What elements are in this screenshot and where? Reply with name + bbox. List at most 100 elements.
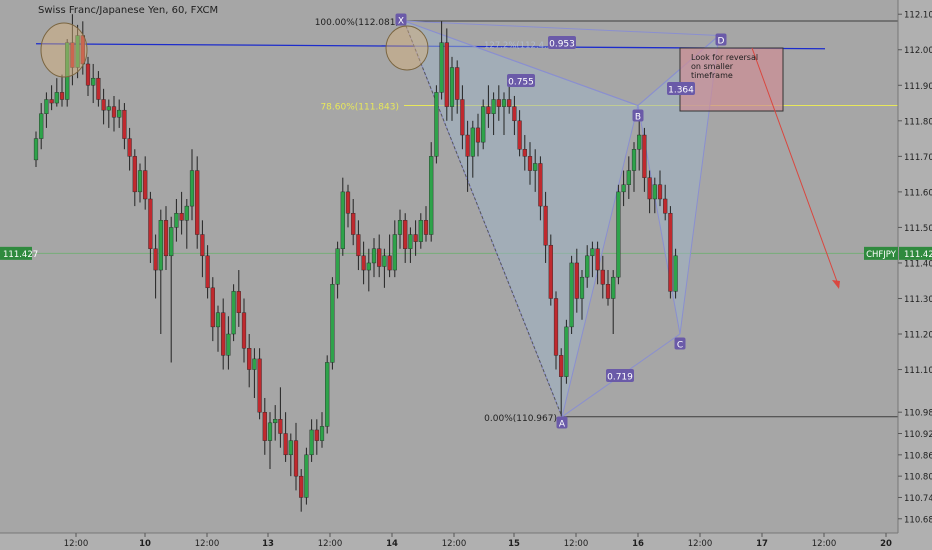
ratio-label-bd-bg	[667, 82, 695, 95]
candle-body	[397, 220, 403, 235]
candle-body	[585, 255, 590, 278]
bd-leg	[637, 35, 720, 106]
y-tick-label: 110.980	[904, 409, 932, 419]
point-label-x-bg	[395, 13, 407, 26]
candle-body	[195, 170, 200, 235]
y-tick-label: 111.300	[904, 295, 932, 305]
ratio-label-xb: 0.755	[508, 78, 534, 88]
candles	[33, 14, 678, 512]
candle-body	[642, 134, 647, 178]
ratio-label-bd: 1.364	[668, 86, 694, 96]
ratio-label-ac: 0.719	[607, 373, 633, 383]
projection-arrow-line	[751, 47, 840, 288]
candle-body	[96, 77, 101, 100]
candle-body	[174, 212, 179, 228]
candle-body	[236, 291, 241, 313]
candle-body	[299, 475, 304, 498]
candle-body	[392, 234, 397, 271]
candle-body	[403, 220, 408, 249]
candle-body	[85, 63, 91, 86]
candle-body	[304, 454, 309, 498]
y-tick-label: 110.860	[904, 451, 932, 461]
point-label-b-bg	[632, 109, 644, 122]
candle-body	[200, 234, 205, 257]
y-tick-label: 111.500	[904, 224, 932, 234]
ratio-label-xd: 0.953	[549, 40, 575, 50]
candle-body	[413, 234, 418, 242]
point-label-x: X	[398, 17, 404, 27]
point-label-d: D	[718, 37, 725, 47]
candle-body	[673, 255, 678, 292]
candle-body	[569, 262, 574, 328]
symbol-tag: CHFJPY	[866, 250, 897, 260]
candle-body	[267, 422, 273, 441]
last-price-tag-left: 111.427	[3, 250, 38, 260]
candle-body	[283, 433, 288, 456]
candle-body	[340, 191, 345, 249]
point-label-c-bg	[674, 337, 686, 350]
candle-body	[491, 99, 496, 114]
candle-body	[106, 106, 111, 111]
candle-body	[80, 35, 85, 65]
candle-body	[293, 440, 299, 477]
time-axis[interactable]: 12:00 10 12:00 13 12:00 14 12:00 15 12:00 16 12:00…	[64, 533, 892, 549]
candle-body	[361, 255, 366, 271]
candle-body	[91, 77, 96, 86]
candle-body	[465, 134, 470, 157]
candle-body	[444, 42, 449, 107]
candle-body	[148, 198, 153, 249]
x-tick-label: 12:00	[564, 539, 589, 549]
y-tick-label: 111.600	[904, 188, 932, 198]
faded-extension-label: 127.2%(112.4...	[484, 41, 552, 51]
x-tick-label: 17	[756, 539, 768, 549]
candle-body	[366, 262, 371, 271]
candle-body	[418, 220, 423, 242]
candle-body	[356, 234, 361, 257]
candle-body	[330, 284, 335, 363]
candle-body	[616, 191, 621, 278]
candle-body	[559, 355, 564, 377]
y-tick-label: 110.800	[904, 473, 932, 483]
candle-body	[179, 212, 184, 221]
x-tick-label: 12:00	[812, 539, 837, 549]
candle-body	[657, 184, 663, 200]
ratio-label-xb-bg	[507, 74, 535, 87]
last-price-tag-right: 111.427	[904, 250, 932, 260]
candle-body	[231, 291, 236, 335]
fib-100-label: 100.00%(112.081)	[315, 18, 399, 28]
candle-body	[205, 255, 210, 289]
x-tick-label: 12:00	[442, 539, 467, 549]
y-tick-label: 111.400	[904, 259, 932, 269]
candle-body	[590, 248, 595, 257]
candle-body	[169, 227, 174, 257]
candle-body	[158, 220, 163, 271]
candle-body	[668, 212, 673, 292]
candle-body	[273, 419, 278, 424]
candle-body	[429, 156, 434, 235]
candle-body	[241, 312, 247, 349]
candle-body	[574, 262, 579, 299]
candle-body	[262, 411, 267, 441]
price-axis[interactable]: 112.100 112.000 111.900 111.800 111.700 111.6…	[898, 11, 932, 526]
candle-body	[496, 99, 501, 107]
x-tick-label: 13	[262, 539, 274, 549]
candle-body	[382, 255, 387, 267]
x-tick-label: 12:00	[195, 539, 220, 549]
y-tick-label: 110.680	[904, 515, 932, 525]
candle-body	[226, 333, 231, 356]
time-axis-background	[0, 533, 932, 550]
point-label-a-bg	[556, 416, 568, 429]
candle-body	[127, 138, 132, 157]
x-tick-label: 16	[632, 539, 644, 549]
candle-body	[600, 269, 605, 285]
y-tick-label: 112.100	[904, 11, 932, 21]
candle-body	[75, 35, 80, 68]
candle-body	[143, 170, 148, 200]
candle-body	[132, 156, 137, 193]
xd-leg	[403, 20, 720, 37]
candle-body	[319, 426, 325, 441]
candle-body	[351, 212, 356, 235]
point-label-c: C	[677, 341, 683, 351]
candle-body	[408, 234, 413, 249]
